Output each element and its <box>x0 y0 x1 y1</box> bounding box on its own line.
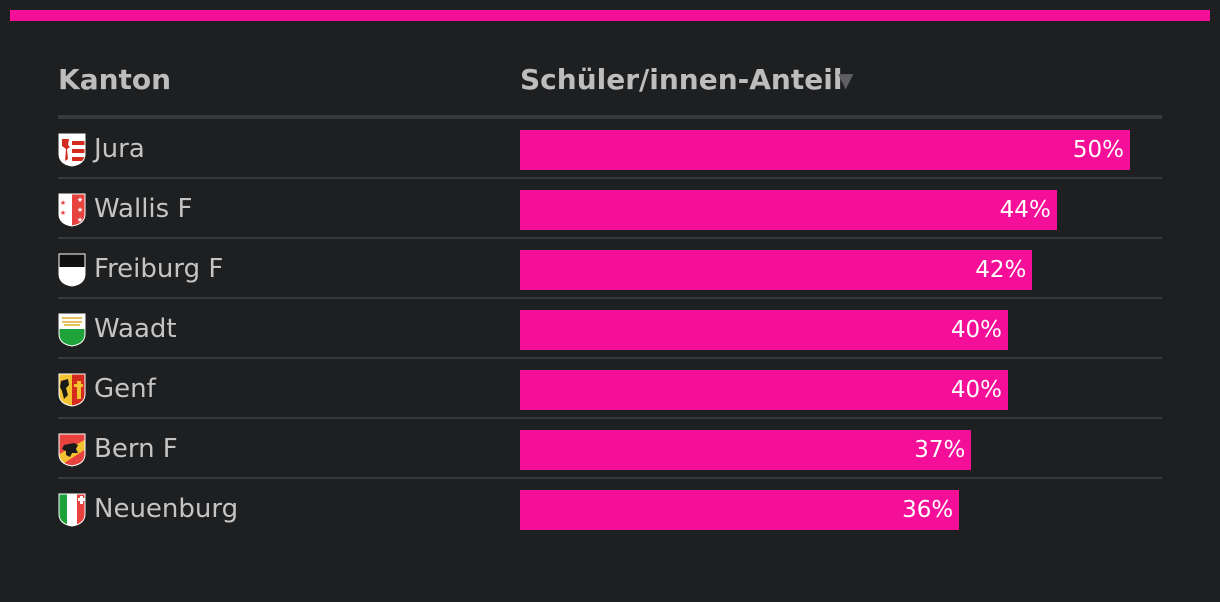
bar: 40% <box>520 370 1008 410</box>
svg-text:★: ★ <box>77 206 83 214</box>
canton-name: Wallis F <box>94 194 193 224</box>
bar: 50% <box>520 130 1130 170</box>
bern-flag-icon <box>58 433 86 467</box>
bar: 36% <box>520 490 960 530</box>
table-row: Freiburg F 42% <box>58 239 1162 299</box>
canton-name: Waadt <box>94 314 177 344</box>
bar: 42% <box>520 250 1033 290</box>
table-row: ★ ★ ★ ★ ★ Wallis F 44% <box>58 179 1162 239</box>
bar-value-label: 42% <box>975 257 1027 283</box>
table-row: Jura 50% <box>58 119 1162 179</box>
table-row: Waadt 40% <box>58 299 1162 359</box>
column-header-canton: Kanton <box>58 63 172 96</box>
freiburg-flag-icon <box>58 253 86 287</box>
table-row: Genf 40% <box>58 359 1162 419</box>
bar: 40% <box>520 310 1008 350</box>
bar-value-label: 40% <box>950 377 1002 403</box>
canton-name: Freiburg F <box>94 254 224 284</box>
canton-name: Bern F <box>94 434 178 464</box>
top-accent-bar <box>10 10 1210 21</box>
canton-name: Jura <box>94 134 145 164</box>
header-divider <box>58 115 1162 119</box>
genf-flag-icon <box>58 373 86 407</box>
neuenburg-flag-icon <box>58 493 86 527</box>
bar-value-label: 37% <box>914 437 966 463</box>
svg-text:★: ★ <box>77 216 83 224</box>
canton-name: Genf <box>94 374 156 404</box>
bar: 44% <box>520 190 1057 230</box>
wallis-flag-icon: ★ ★ ★ ★ ★ <box>58 193 86 227</box>
table-row: Bern F 37% <box>58 419 1162 479</box>
table-header: Kanton Schüler/innen-Anteil ▼ <box>58 60 1162 100</box>
svg-text:★: ★ <box>77 196 83 204</box>
sort-descending-icon[interactable]: ▼ <box>838 68 854 92</box>
bar-value-label: 40% <box>950 317 1002 343</box>
svg-text:★: ★ <box>60 209 66 217</box>
bar-table: Jura 50% ★ ★ ★ ★ ★ Wallis F 44% Freiburg F 42% Waad… <box>58 119 1162 539</box>
bar: 37% <box>520 430 972 470</box>
table-row: Neuenburg 36% <box>58 479 1162 539</box>
bar-value-label: 44% <box>999 197 1051 223</box>
jura-flag-icon <box>58 133 86 167</box>
bar-value-label: 36% <box>902 497 954 523</box>
column-header-share[interactable]: Schüler/innen-Anteil <box>520 63 843 96</box>
canton-name: Neuenburg <box>94 494 239 524</box>
bar-value-label: 50% <box>1072 137 1124 163</box>
svg-text:★: ★ <box>60 199 66 207</box>
waadt-flag-icon <box>58 313 86 347</box>
